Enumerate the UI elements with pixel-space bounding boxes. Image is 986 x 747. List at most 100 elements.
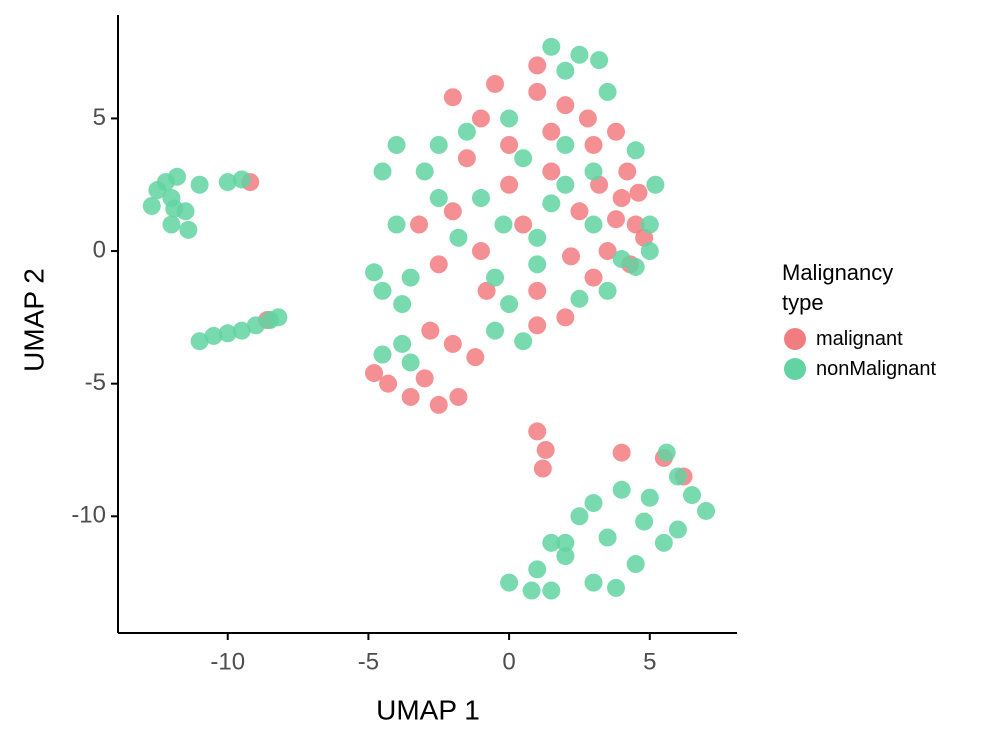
point [449,228,468,247]
point [528,228,547,247]
point [556,61,575,80]
point [556,96,575,115]
point [542,37,561,56]
point [443,334,462,353]
point [570,202,589,221]
point [584,573,603,592]
point [598,242,617,261]
point [373,281,392,300]
y-tick-label: -5 [85,369,106,396]
point [401,353,420,372]
point [156,173,175,192]
point [528,82,547,101]
y-tick-label: 5 [93,104,106,131]
point [365,364,384,383]
point [556,547,575,566]
point [232,170,251,189]
y-axis-title: UMAP 2 [18,268,49,372]
point [486,74,505,93]
point [584,135,603,154]
point [629,183,648,202]
point [640,488,659,507]
point [626,141,645,160]
point [443,88,462,107]
x-tick-label: -5 [358,648,379,675]
point [204,326,223,345]
point [528,316,547,335]
point [598,82,617,101]
point [578,109,597,128]
legend: Malignancy type malignant nonMalignant [782,258,972,384]
point [410,215,429,234]
point [429,255,448,274]
point [162,215,181,234]
point [466,348,485,367]
y-tick-label: -10 [71,502,106,529]
point [165,199,184,218]
point [514,332,533,351]
point [142,196,161,215]
point [415,369,434,388]
point [393,295,412,314]
point [528,281,547,300]
point [457,122,476,141]
point [542,194,561,213]
point [561,247,580,266]
point [429,135,448,154]
point [640,242,659,261]
point [522,581,541,600]
legend-item: malignant [782,324,972,354]
point [514,215,533,234]
point [477,281,496,300]
point [528,255,547,274]
y-tick-label: 0 [93,236,106,263]
point [500,573,519,592]
point [542,533,561,552]
point [179,220,198,239]
point [494,215,513,234]
point [415,162,434,181]
point [542,581,561,600]
point [542,122,561,141]
point [612,189,631,208]
point [607,122,626,141]
point [556,308,575,327]
point [635,512,654,531]
point [556,175,575,194]
point [556,135,575,154]
point [500,109,519,128]
point [612,250,631,269]
point [646,175,665,194]
point [657,443,676,462]
point [218,324,237,343]
point [584,215,603,234]
point [668,520,687,539]
point [598,281,617,300]
point [626,555,645,574]
point [528,560,547,579]
point [618,162,637,181]
point [626,257,645,276]
point [528,422,547,441]
points [142,37,716,600]
point [387,215,406,234]
point [393,334,412,353]
point [542,162,561,181]
point [500,175,519,194]
point [556,533,575,552]
point [682,486,701,505]
point [626,215,645,234]
point [218,173,237,192]
point [668,467,687,486]
point [232,321,251,340]
point [598,528,617,547]
point [471,189,490,208]
point [536,440,555,459]
legend-item: nonMalignant [782,354,972,384]
point [421,321,440,340]
point [640,215,659,234]
point [612,443,631,462]
point [379,374,398,393]
point [607,210,626,229]
point [373,345,392,364]
